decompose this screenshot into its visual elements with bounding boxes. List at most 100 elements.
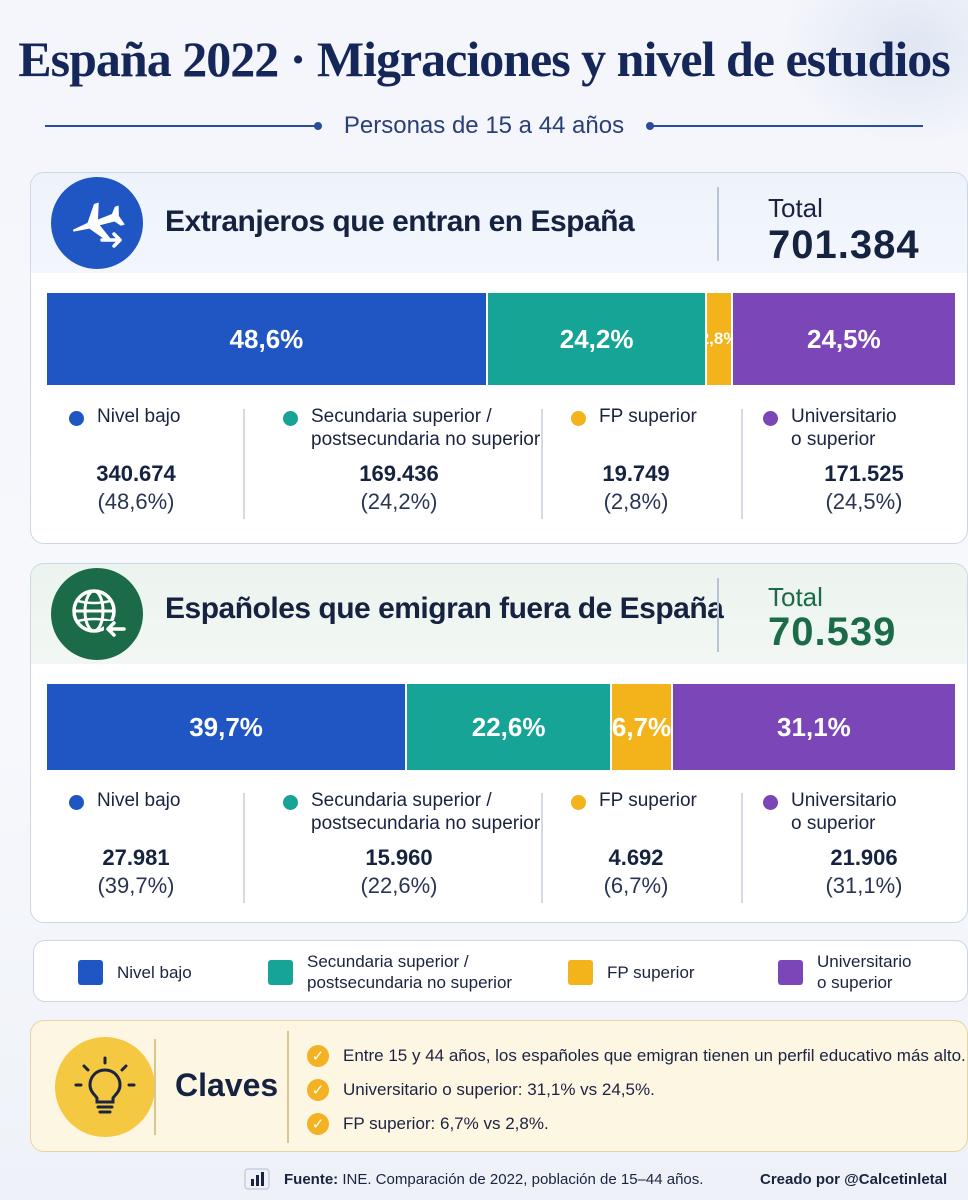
segment-nivel-bajo: 39,7% xyxy=(47,684,408,770)
page-subtitle: Personas de 15 a 44 años xyxy=(343,112,625,139)
claves-item: ✓ Entre 15 y 44 años, los españoles que e… xyxy=(307,1039,967,1073)
legend-percent: (6,7%) xyxy=(603,873,669,898)
legend-percent: (39,7%) xyxy=(97,873,175,898)
color-legend: Nivel bajo Secundaria superior / postsecun… xyxy=(33,940,968,1002)
panel-emigrants-title: Españoles que emigran fuera de España xyxy=(165,592,724,625)
total-label: Total xyxy=(768,193,823,223)
claves-text: Entre 15 y 44 años, los españoles que em… xyxy=(343,1046,966,1065)
globe-departure-icon xyxy=(51,568,143,660)
segment-universitario: 31,1% xyxy=(672,684,955,770)
legend-immigrants: Nivel bajo 340.674 (48,6%) Secundaria super… xyxy=(31,405,967,525)
legend-dot xyxy=(763,795,778,810)
legend-divider xyxy=(741,793,743,903)
legend-count: 19.749 xyxy=(602,461,670,486)
segment-universitario: 24,5% xyxy=(732,293,955,385)
panel-immigrants-header: Extranjeros que entran en España Total 7… xyxy=(31,173,967,273)
legend-percent: (24,5%) xyxy=(825,489,903,514)
stacked-bar-immigrants: 48,6%24,2%2,8%24,5% xyxy=(47,293,955,385)
check-icon: ✓ xyxy=(307,1113,329,1135)
legend-label: FP superior xyxy=(599,790,697,811)
legend-percent: (24,2%) xyxy=(360,489,438,514)
claves-divider xyxy=(287,1031,289,1143)
panel-emigrants: Españoles que emigran fuera de España To… xyxy=(30,563,968,923)
legend-label: Nivel bajo xyxy=(97,406,181,427)
total-value: 70.539 xyxy=(768,610,897,654)
legend-dot xyxy=(69,411,84,426)
key-findings-panel: Claves ✓ Entre 15 y 44 años, los españole… xyxy=(30,1020,968,1152)
legend-percent: (22,6%) xyxy=(360,873,438,898)
check-icon: ✓ xyxy=(307,1079,329,1101)
color-legend-item: Universitario o superior xyxy=(778,941,911,1003)
subtitle-rule-right xyxy=(646,122,923,130)
bar-chart-icon xyxy=(244,1168,270,1190)
legend-divider xyxy=(541,793,543,903)
source-label: Fuente: xyxy=(284,1171,339,1188)
legend-item: Universitario o superior 21.906 (31,1%) xyxy=(763,789,967,905)
legend-item: Secundaria superior / postsecundaria no s… xyxy=(283,405,540,521)
segment-secundaria: 24,2% xyxy=(487,293,708,385)
legend-item: Universitario o superior 171.525 (24,5%) xyxy=(763,405,967,521)
footer: Fuente: INE. Comparación de 2022, poblac… xyxy=(0,1164,968,1194)
panel-emigrants-header: Españoles que emigran fuera de España To… xyxy=(31,564,967,664)
legend-dot xyxy=(69,795,84,810)
segment-fp-superior: 6,7% xyxy=(612,684,673,770)
color-legend-item: FP superior xyxy=(568,941,695,1003)
legend-percent: (2,8%) xyxy=(603,489,669,514)
legend-item: Nivel bajo 340.674 (48,6%) xyxy=(69,405,289,521)
claves-title: Claves xyxy=(175,1067,279,1103)
legend-item: Nivel bajo 27.981 (39,7%) xyxy=(69,789,289,905)
legend-count: 340.674 xyxy=(96,461,176,486)
check-icon: ✓ xyxy=(307,1045,329,1067)
source-note: Fuente: INE. Comparación de 2022, poblac… xyxy=(284,1171,703,1188)
legend-swatch xyxy=(268,959,293,985)
header-divider xyxy=(717,578,719,652)
claves-text: Universitario o superior: 31,1% vs 24,5%… xyxy=(343,1080,655,1099)
legend-dot xyxy=(763,411,778,426)
legend-label: Universitario o superior xyxy=(817,952,912,992)
segment-fp-superior: 2,8% xyxy=(707,293,733,385)
legend-dot xyxy=(571,795,586,810)
legend-count: 15.960 xyxy=(365,845,433,870)
legend-label: Universitario o superior xyxy=(791,406,897,450)
legend-divider xyxy=(541,409,543,519)
page-title: España 2022 · Migraciones y nivel de est… xyxy=(18,31,950,87)
legend-count: 27.981 xyxy=(102,845,170,870)
claves-divider xyxy=(154,1039,156,1135)
claves-item: ✓ Universitario o superior: 31,1% vs 24,5… xyxy=(307,1073,967,1107)
legend-count: 171.525 xyxy=(824,461,904,486)
color-legend-item: Nivel bajo xyxy=(78,941,192,1003)
subtitle-rule-left xyxy=(45,122,322,130)
panel-immigrants: Extranjeros que entran en España Total 7… xyxy=(30,172,968,544)
legend-label: Secundaria superior / postsecundaria no s… xyxy=(311,406,541,450)
segment-nivel-bajo: 48,6% xyxy=(47,293,488,385)
legend-label: Nivel bajo xyxy=(117,962,192,982)
legend-count: 21.906 xyxy=(830,845,898,870)
legend-dot xyxy=(571,411,586,426)
legend-item: FP superior 4.692 (6,7%) xyxy=(571,789,791,905)
legend-divider xyxy=(741,409,743,519)
claves-item: ✓ FP superior: 6,7% vs 2,8%. xyxy=(307,1107,967,1141)
color-legend-item: Secundaria superior / postsecundaria no s… xyxy=(268,941,512,1003)
legend-percent: (48,6%) xyxy=(97,489,175,514)
legend-swatch xyxy=(78,959,103,985)
legend-percent: (31,1%) xyxy=(825,873,903,898)
legend-dot xyxy=(283,795,298,810)
claves-text: FP superior: 6,7% vs 2,8%. xyxy=(343,1114,549,1133)
legend-label: Secundaria superior / postsecundaria no s… xyxy=(311,790,541,834)
legend-label: Universitario o superior xyxy=(791,790,897,834)
subtitle-row: Personas de 15 a 44 años xyxy=(45,108,923,144)
legend-label: Nivel bajo xyxy=(97,790,181,811)
legend-swatch xyxy=(778,959,803,985)
legend-count: 4.692 xyxy=(608,845,664,870)
lightbulb-icon xyxy=(55,1037,155,1137)
legend-swatch xyxy=(568,959,593,985)
source-text: INE. Comparación de 2022, población de 1… xyxy=(338,1171,704,1188)
legend-emigrants: Nivel bajo 27.981 (39,7%) Secundaria superi… xyxy=(31,789,967,909)
legend-divider xyxy=(243,793,245,903)
credit: Creado por @Calcetinletal xyxy=(760,1171,948,1188)
legend-item: FP superior 19.749 (2,8%) xyxy=(571,405,791,521)
airplane-arrival-icon xyxy=(51,177,143,269)
panel-immigrants-title: Extranjeros que entran en España xyxy=(165,205,635,238)
legend-item: Secundaria superior / postsecundaria no s… xyxy=(283,789,540,905)
legend-count: 169.436 xyxy=(359,461,439,486)
